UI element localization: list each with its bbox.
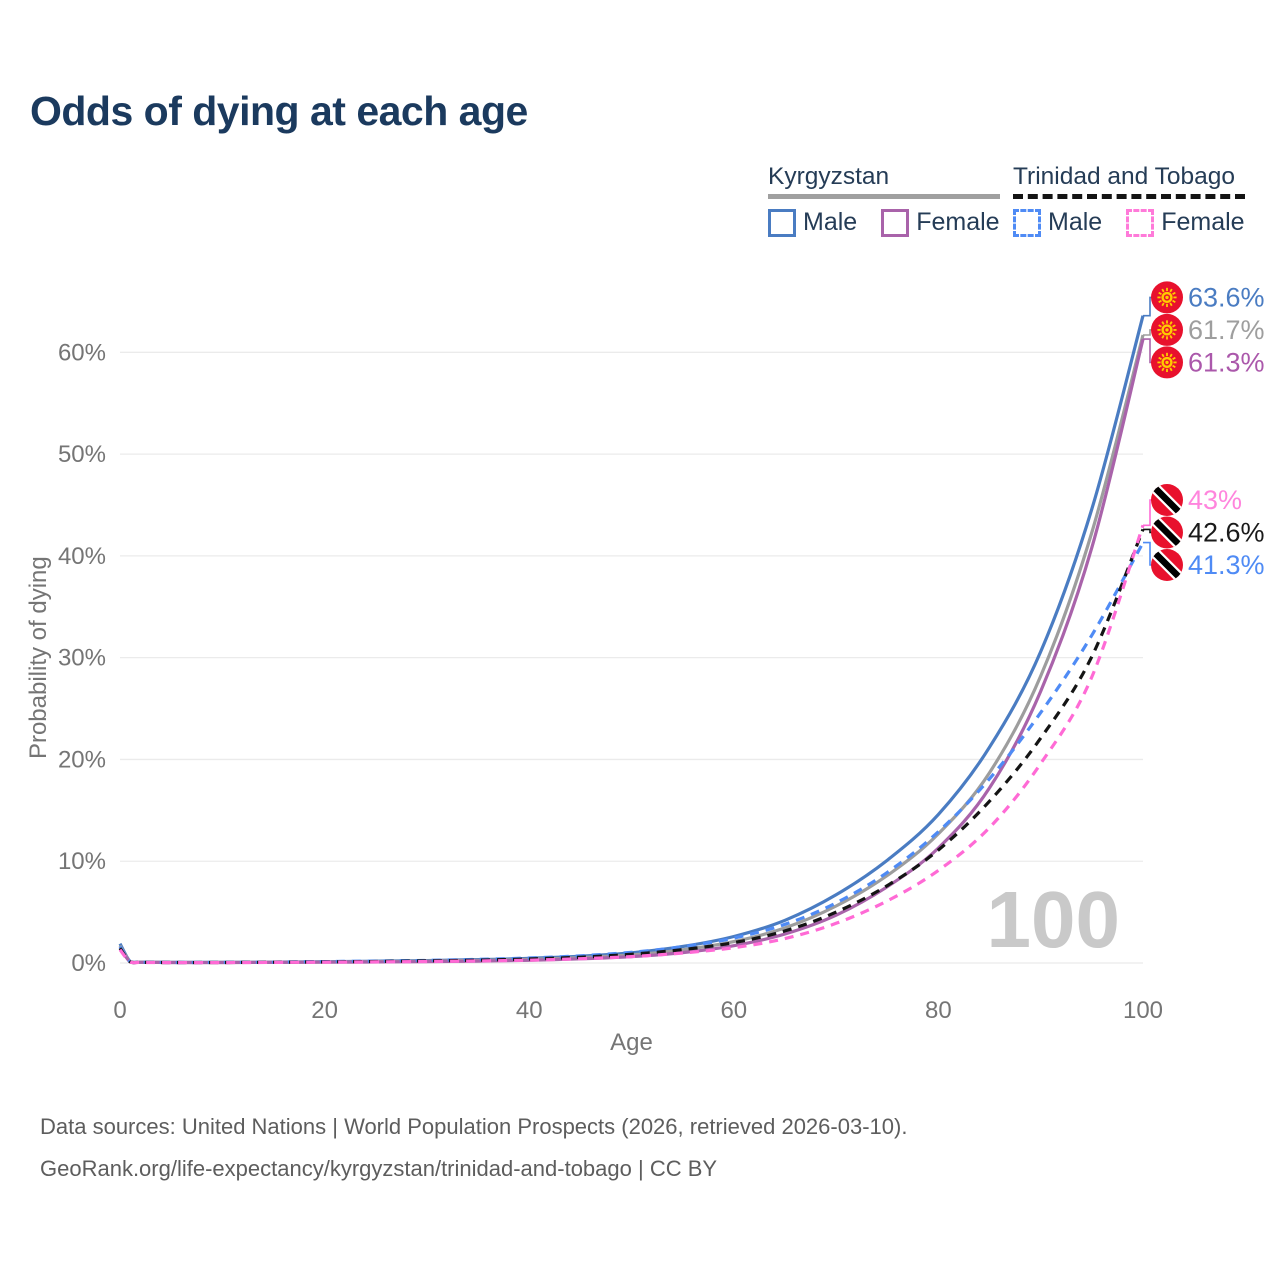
y-tick-label: 60% <box>58 339 106 366</box>
x-tick-label: 0 <box>113 997 126 1024</box>
data-sources-footer: Data sources: United Nations | World Pop… <box>40 1106 907 1190</box>
legend-item-trinidad-female[interactable]: Female <box>1126 208 1245 237</box>
legend-items: Male Female <box>1013 208 1245 237</box>
y-tick-label: 50% <box>58 441 106 468</box>
x-tick-label: 40 <box>516 997 543 1024</box>
end-value-label-trinidad-and-tobago-male: 41.3% <box>1188 550 1265 580</box>
legend-item-trinidad-male[interactable]: Male <box>1013 208 1102 237</box>
y-tick-label: 10% <box>58 848 106 875</box>
series-line-kyrgyzstan-female[interactable] <box>118 338 1145 965</box>
kyrgyzstan-flag-icon <box>1151 313 1183 346</box>
x-tick-label: 20 <box>311 997 338 1024</box>
end-value-label-trinidad-and-tobago-both-sexes: 42.6% <box>1188 517 1265 547</box>
y-tick-label: 40% <box>58 543 106 570</box>
series-line-kyrgyzstan-both-sexes[interactable] <box>118 334 1145 965</box>
dashed-line-swatch-icon <box>1126 208 1155 237</box>
legend-group-trinidad-and-tobago: Trinidad and Tobago Male Female <box>1013 163 1245 237</box>
end-value-label-kyrgyzstan-female: 61.3% <box>1188 347 1265 377</box>
end-value-label-trinidad-and-tobago-female: 43% <box>1188 485 1242 515</box>
x-tick-label: 60 <box>720 997 747 1024</box>
x-tick-label: 100 <box>1123 997 1163 1024</box>
end-value-label-kyrgyzstan-both-sexes: 61.7% <box>1188 315 1265 345</box>
legend-group-title: Kyrgyzstan <box>768 163 890 190</box>
footer-line-attribution: GeoRank.org/life-expectancy/kyrgyzstan/t… <box>40 1156 718 1181</box>
line-swatch-icon <box>768 208 796 237</box>
legend-item-label: Male <box>1048 208 1103 236</box>
odds-of-dying-chart: 0% 10% 20% 30% 40% 50% 60% 0 20 40 60 80 100 Age Proba… <box>25 281 1265 1056</box>
legend-item-kyrgyzstan-female[interactable]: Female <box>881 208 1000 237</box>
kyrgyzstan-flag-icon <box>1151 346 1183 379</box>
y-axis-title: Probability of dying <box>25 556 52 759</box>
legend-items: Male Female <box>768 208 1000 237</box>
line-swatch-icon <box>881 208 910 237</box>
legend-underline-dashed <box>1013 194 1245 199</box>
footer-line-sources: Data sources: United Nations | World Pop… <box>40 1114 908 1139</box>
y-tick-label: 20% <box>58 746 106 773</box>
series-line-trinidad-and-tobago-female[interactable] <box>118 524 1145 965</box>
legend-item-kyrgyzstan-male[interactable]: Male <box>768 208 857 237</box>
page-title: Odds of dying at each age <box>30 88 528 134</box>
trinidad-tobago-flag-icon <box>1151 548 1183 581</box>
age-watermark: 100 <box>987 875 1120 964</box>
legend: Kyrgyzstan Male Female Trinidad and Toba… <box>0 163 1280 243</box>
end-value-label-kyrgyzstan-male: 63.6% <box>1188 282 1265 312</box>
legend-group-title: Trinidad and Tobago <box>1013 163 1236 190</box>
x-axis-title: Age <box>610 1029 653 1056</box>
legend-item-label: Male <box>803 208 858 236</box>
y-tick-label: 30% <box>58 645 106 672</box>
trinidad-tobago-flag-icon <box>1151 516 1183 549</box>
legend-underline-solid <box>768 194 1000 199</box>
legend-item-label: Female <box>1161 208 1245 236</box>
kyrgyzstan-flag-icon <box>1151 281 1183 314</box>
dashed-line-swatch-icon <box>1013 208 1041 237</box>
legend-item-label: Female <box>916 208 1000 236</box>
y-tick-label: 0% <box>71 950 106 977</box>
x-tick-label: 80 <box>925 997 952 1024</box>
trinidad-tobago-flag-icon <box>1151 483 1183 516</box>
series-line-kyrgyzstan-male[interactable] <box>118 315 1145 965</box>
legend-group-kyrgyzstan: Kyrgyzstan Male Female <box>768 163 1000 237</box>
